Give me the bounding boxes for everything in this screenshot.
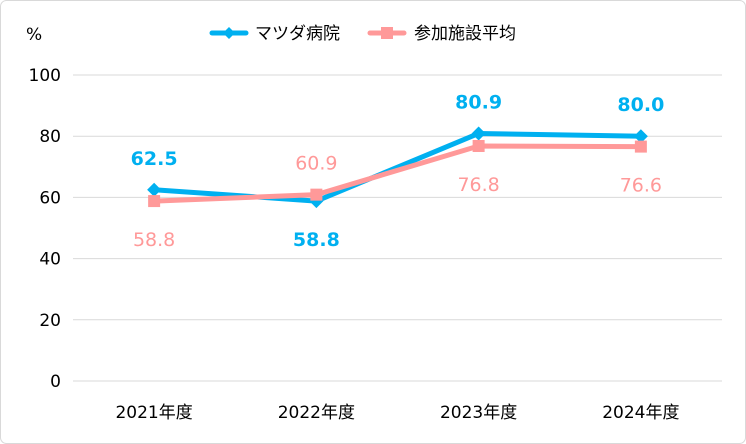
x-tick-label: 2023年度: [440, 403, 517, 423]
data-label: 80.0: [617, 94, 664, 116]
square-marker: [472, 139, 485, 152]
diamond-marker: [147, 182, 162, 197]
legend-label: マツダ病院: [255, 24, 340, 44]
legend-label: 参加施設平均: [414, 24, 516, 44]
x-tick-label: 2022年度: [278, 403, 355, 423]
data-label: 60.9: [295, 153, 337, 175]
y-tick-label: 0: [50, 372, 61, 392]
square-marker: [310, 188, 323, 201]
y-axis-unit-label: %: [26, 25, 42, 45]
y-tick-label: 60: [39, 188, 61, 208]
diamond-marker: [633, 129, 648, 144]
y-tick-label: 80: [39, 127, 61, 147]
data-label: 58.8: [293, 229, 340, 251]
square-marker: [634, 140, 647, 153]
series-line-1: [154, 143, 641, 204]
square-marker: [148, 195, 161, 208]
data-label: 76.6: [620, 175, 662, 197]
data-label: 80.9: [455, 91, 502, 113]
x-tick-label: 2024年度: [602, 403, 679, 423]
x-tick-label: 2021年度: [115, 403, 192, 423]
legend-square-icon: [381, 27, 393, 39]
data-label: 76.8: [457, 174, 499, 196]
data-label: 58.8: [133, 229, 175, 251]
diamond-marker: [471, 126, 486, 141]
y-tick-label: 40: [39, 250, 61, 270]
y-tick-label: 100: [29, 66, 61, 86]
legend-diamond-icon: [223, 27, 235, 39]
data-label: 62.5: [131, 148, 178, 170]
y-tick-label: 20: [39, 311, 61, 331]
